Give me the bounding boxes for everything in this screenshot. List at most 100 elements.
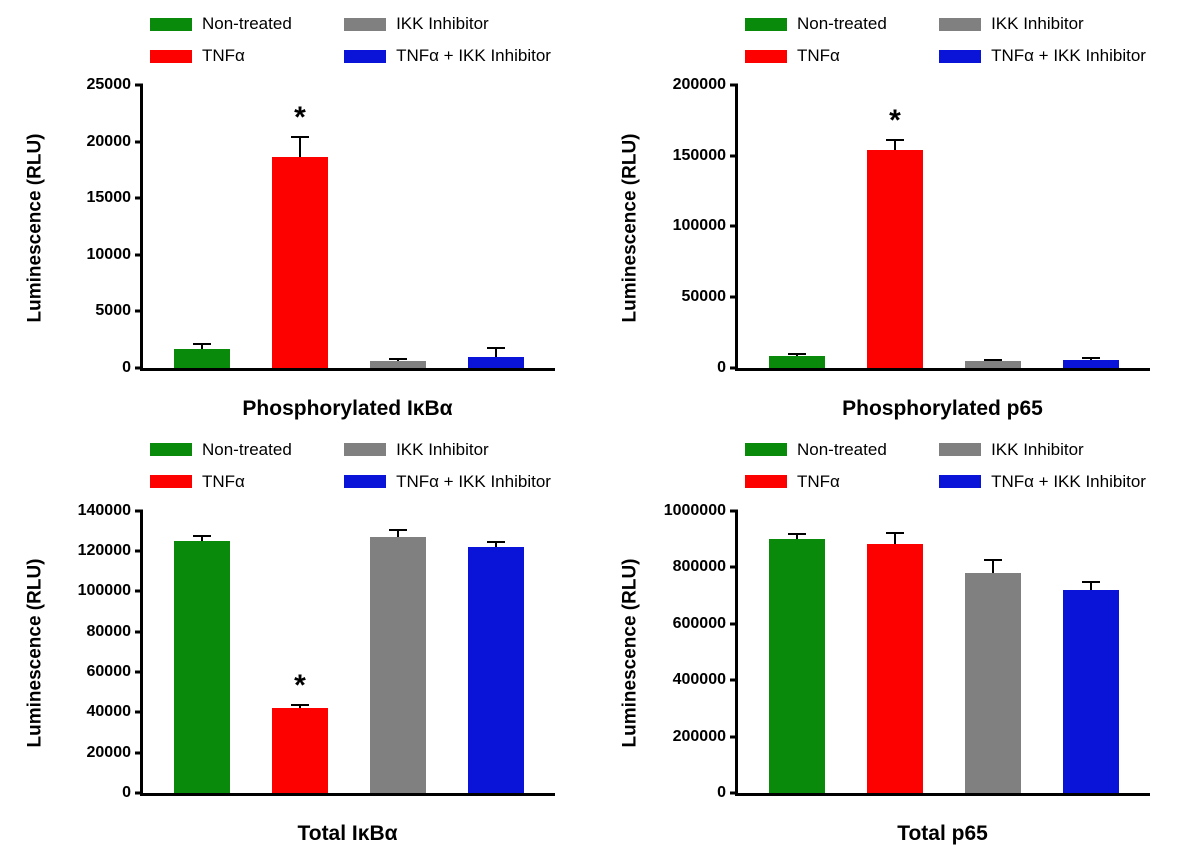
bar-rect: [769, 539, 825, 793]
legend-item-tnfa-ikk: TNFα + IKK Inhibitor: [344, 472, 565, 492]
panel-phospho-ikba: Non-treated IKK Inhibitor TNFα TNFα + IKK I…: [20, 10, 585, 426]
bar-rect: [1063, 360, 1119, 368]
panel-total-ikba: Non-treated IKK Inhibitor TNFα TNFα + IKK I…: [20, 436, 585, 852]
legend-label: Non-treated: [202, 440, 292, 460]
legend-label: Non-treated: [797, 440, 887, 460]
legend-label: TNFα + IKK Inhibitor: [396, 46, 551, 66]
bar-tnfa-ikk: [1052, 85, 1130, 368]
y-axis-label: Luminescence (RLU): [20, 511, 50, 797]
significance-star-icon: *: [294, 103, 306, 133]
y-tick: 600000: [673, 615, 738, 633]
bar-tnfa: [856, 511, 934, 794]
bar-rect: [1063, 590, 1119, 793]
y-tick: 120000: [78, 542, 143, 560]
y-axis-label: Luminescence (RLU): [20, 85, 50, 371]
y-tick: 0: [122, 784, 143, 802]
y-tick: 60000: [87, 663, 144, 681]
y-tick: 100000: [78, 582, 143, 600]
y-axis-label: Luminescence (RLU): [615, 85, 645, 371]
legend-swatch: [150, 50, 192, 63]
bar-rect: [468, 547, 524, 793]
bar-non-treated: [163, 85, 241, 368]
legend-label: IKK Inhibitor: [991, 440, 1084, 460]
bar-tnfa: *: [261, 511, 339, 794]
plot-area: * 02000040000600008000010000012000014000…: [140, 511, 555, 797]
bar-ikk-inhibitor: [954, 511, 1032, 794]
legend-label: TNFα + IKK Inhibitor: [991, 472, 1146, 492]
y-tick: 150000: [673, 147, 738, 165]
legend-label: TNFα: [202, 46, 245, 66]
legend-label: IKK Inhibitor: [396, 14, 489, 34]
bar-ikk-inhibitor: [359, 85, 437, 368]
bar-rect: [769, 356, 825, 367]
y-tick: 0: [717, 359, 738, 377]
legend-swatch: [745, 475, 787, 488]
bar-non-treated: [758, 511, 836, 794]
bars-container: *: [143, 511, 555, 794]
bars-container: *: [738, 85, 1150, 368]
error-bar: [299, 136, 301, 157]
y-tick: 200000: [673, 728, 738, 746]
bar-rect: [965, 573, 1021, 793]
x-axis-title: Total p65: [735, 822, 1150, 846]
y-tick: 10000: [87, 246, 144, 264]
bar-ikk-inhibitor: [954, 85, 1032, 368]
y-tick: 40000: [87, 703, 144, 721]
legend-label: IKK Inhibitor: [991, 14, 1084, 34]
figure-root: Non-treated IKK Inhibitor TNFα TNFα + IKK I…: [0, 0, 1200, 861]
bar-rect: [468, 357, 524, 367]
legend-item-tnfa: TNFα: [745, 472, 929, 492]
error-bar: [397, 529, 399, 537]
legend-label: Non-treated: [797, 14, 887, 34]
legend-item-non-treated: Non-treated: [745, 440, 929, 460]
bar-rect: [174, 541, 230, 793]
significance-star-icon: *: [889, 106, 901, 136]
y-tick: 800000: [673, 558, 738, 576]
legend: Non-treated IKK Inhibitor TNFα TNFα + IKK I…: [150, 10, 565, 70]
panel-phospho-p65: Non-treatedIKK InhibitorTNFαTNFα + IKK I…: [615, 10, 1180, 426]
y-tick: 200000: [673, 76, 738, 94]
panel-grid: Non-treated IKK Inhibitor TNFα TNFα + IKK I…: [20, 10, 1180, 851]
legend-label: TNFα: [797, 46, 840, 66]
legend-item-ikk-inhibitor: IKK Inhibitor: [939, 440, 1160, 460]
bar-rect: [370, 537, 426, 793]
legend-swatch: [150, 18, 192, 31]
plot-area: * 0500010000150002000025000: [140, 85, 555, 371]
error-bar: [894, 532, 896, 545]
error-bar: [894, 139, 896, 150]
y-tick: 140000: [78, 502, 143, 520]
legend-swatch: [344, 50, 386, 63]
legend-item-tnfa: TNFα: [745, 46, 929, 66]
bar-tnfa-ikk: [457, 85, 535, 368]
legend-label: IKK Inhibitor: [396, 440, 489, 460]
bar-ikk-inhibitor: [359, 511, 437, 794]
bar-tnfa-ikk: [1052, 511, 1130, 794]
bar-rect: [965, 361, 1021, 367]
y-axis-label: Luminescence (RLU): [615, 511, 645, 797]
legend-label: TNFα + IKK Inhibitor: [396, 472, 551, 492]
legend-item-ikk-inhibitor: IKK Inhibitor: [344, 440, 565, 460]
y-tick: 0: [122, 359, 143, 377]
bars-container: [738, 511, 1150, 794]
plot-area: * 050000100000150000200000: [735, 85, 1150, 371]
legend-swatch: [745, 18, 787, 31]
bar-non-treated: [163, 511, 241, 794]
panel-total-p65: Non-treated IKK Inhibitor TNFα TNFα + IKK I…: [615, 436, 1180, 852]
y-tick: 400000: [673, 671, 738, 689]
y-tick: 20000: [87, 133, 144, 151]
legend-label: Non-treated: [202, 14, 292, 34]
legend-label: TNFα: [797, 472, 840, 492]
legend-item-tnfa-ikk: TNFα + IKK Inhibitor: [344, 46, 565, 66]
error-bar: [992, 559, 994, 573]
y-tick: 100000: [673, 217, 738, 235]
bar-tnfa: *: [856, 85, 934, 368]
legend-swatch: [344, 18, 386, 31]
y-tick: 0: [717, 784, 738, 802]
bar-rect: [867, 544, 923, 793]
legend-item-non-treated: Non-treated: [150, 440, 334, 460]
x-axis-title: Total IκBα: [140, 822, 555, 846]
legend-item-tnfa: TNFα: [150, 46, 334, 66]
legend-label: TNFα: [202, 472, 245, 492]
legend: Non-treated IKK Inhibitor TNFα TNFα + IKK I…: [745, 436, 1160, 496]
legend-item-non-treated: Non-treated: [150, 14, 334, 34]
